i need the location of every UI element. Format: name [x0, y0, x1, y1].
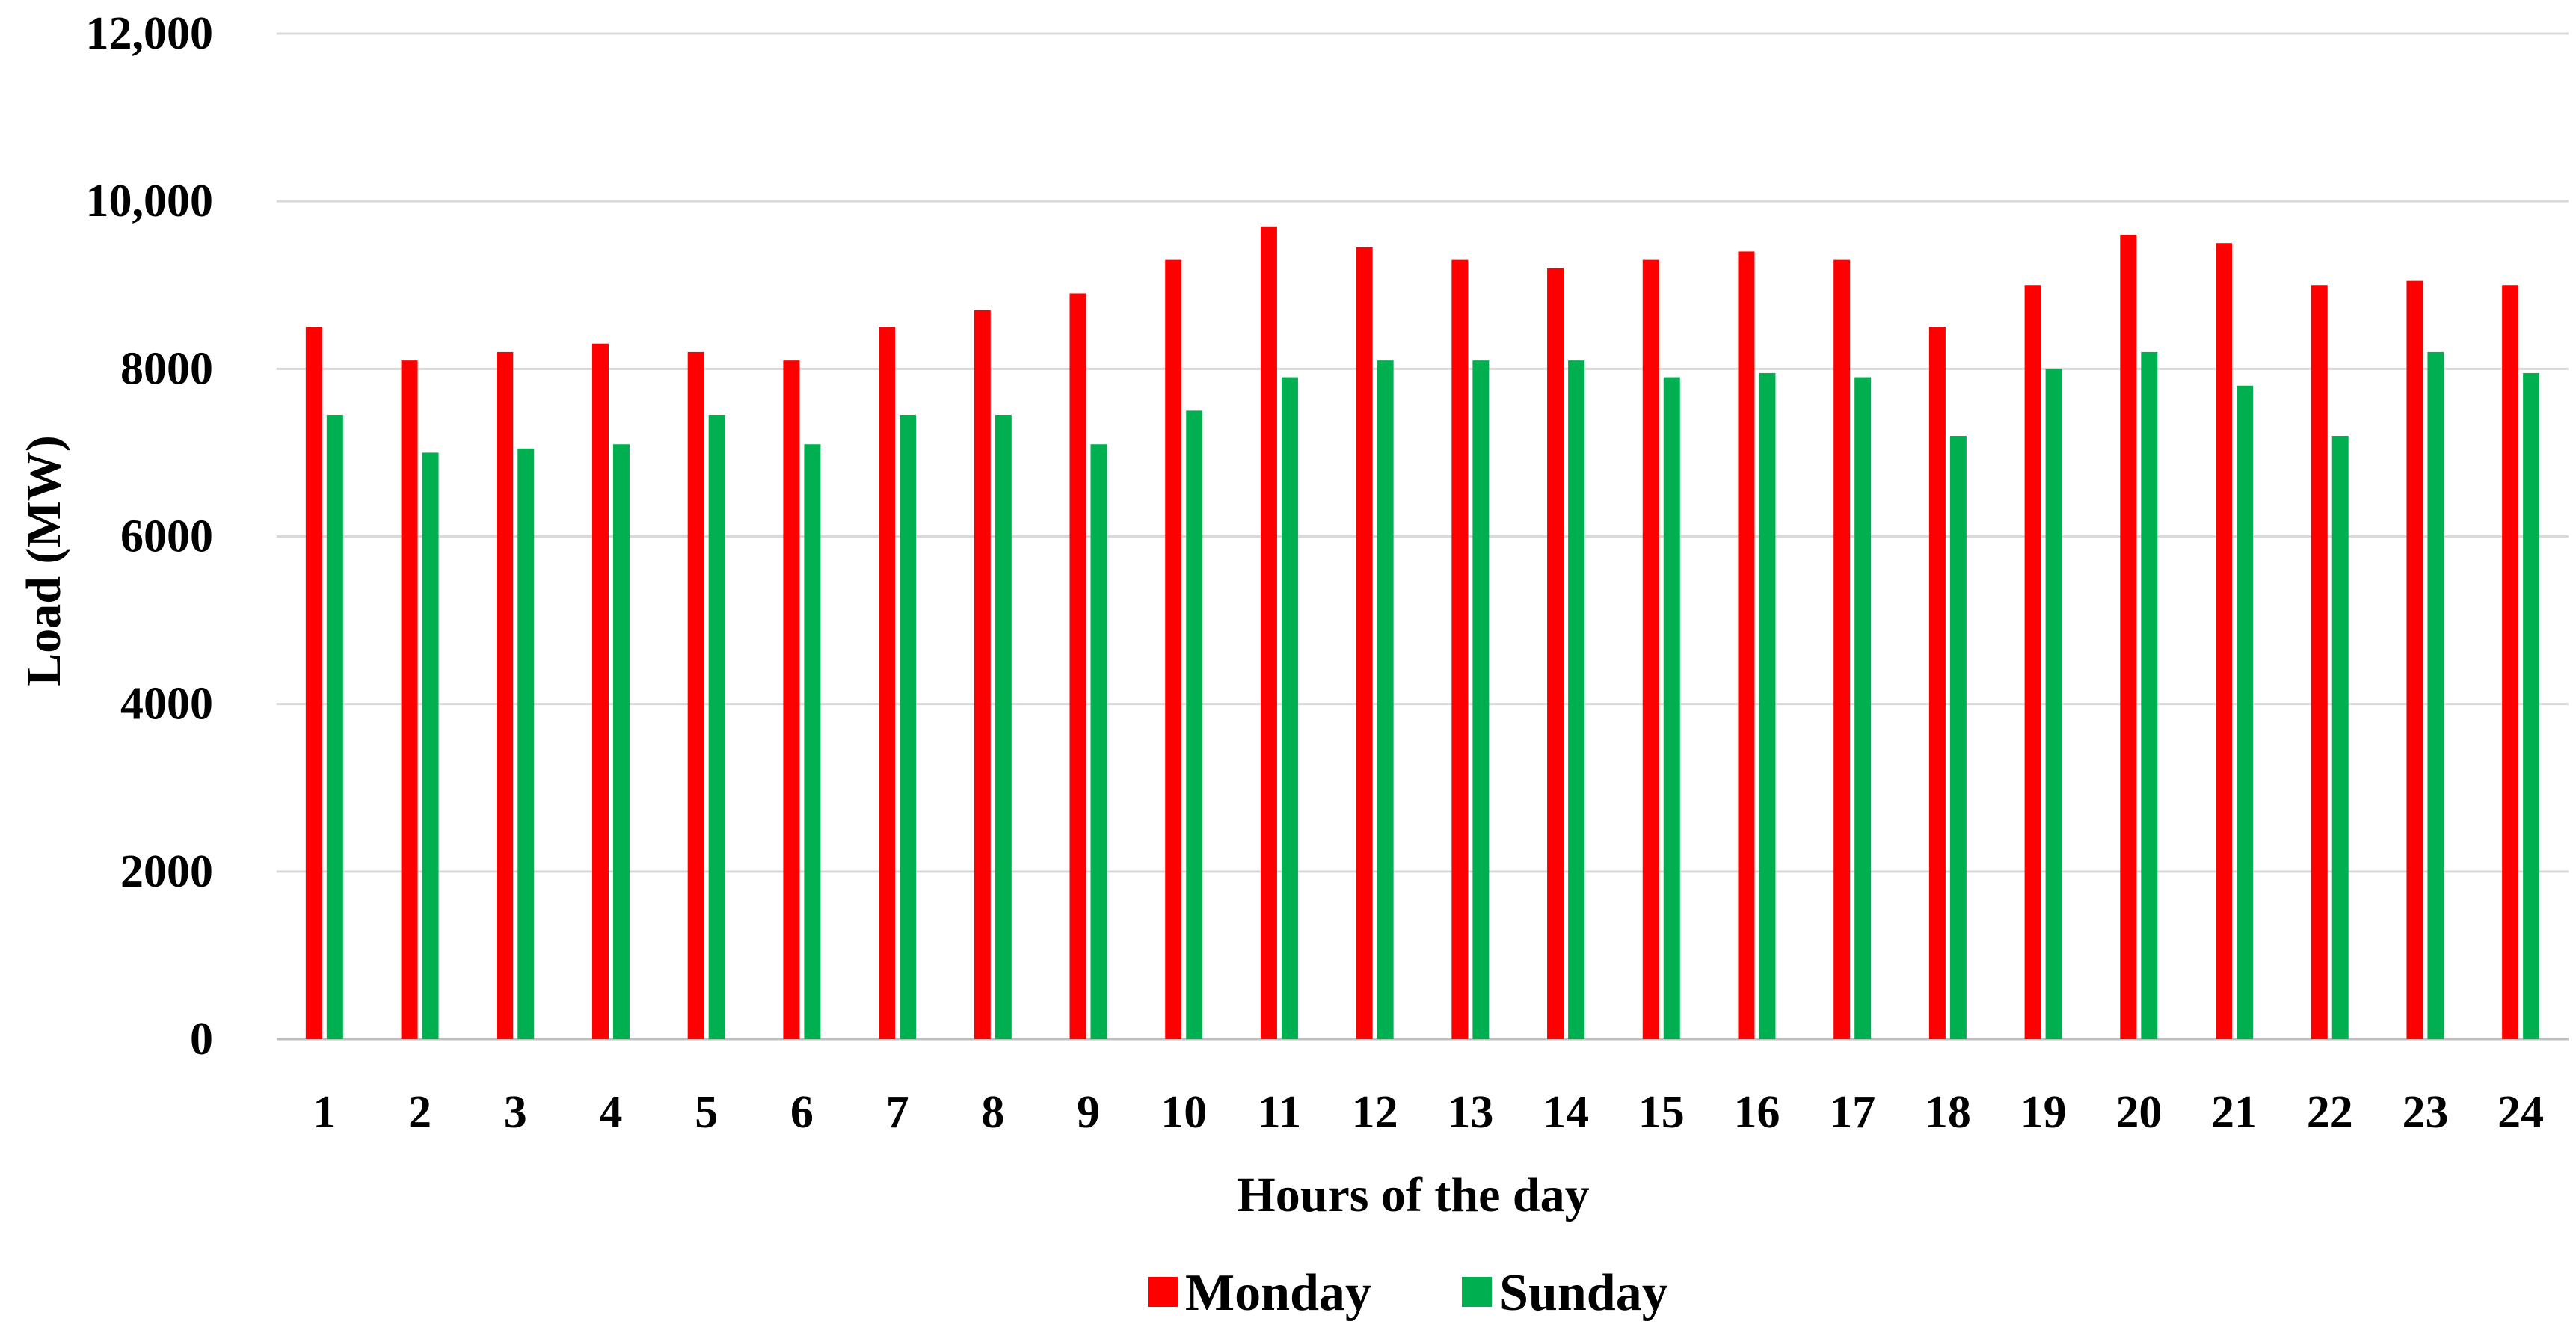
- bar-sunday: [2427, 351, 2444, 1040]
- bar-monday: [497, 351, 514, 1040]
- bar-sunday: [2045, 369, 2062, 1039]
- bar-sunday: [1759, 372, 1776, 1039]
- bar-sunday: [2523, 372, 2540, 1039]
- legend-swatch-sunday: [1462, 1277, 1492, 1307]
- y-axis-ticks: 0 2000 4000 6000 8000 10,000 12,000: [86, 8, 214, 1065]
- x-tick-label: 2: [408, 1087, 431, 1138]
- x-tick-label: 23: [2402, 1087, 2448, 1138]
- legend: Monday Sunday: [1148, 1264, 1668, 1322]
- bar-sunday: [1377, 360, 1394, 1039]
- bar-monday: [1069, 293, 1086, 1039]
- y-tick-label: 2000: [120, 846, 213, 897]
- bar-sunday: [2331, 436, 2349, 1039]
- y-tick-label: 12,000: [86, 8, 214, 59]
- y-tick-label: 0: [190, 1014, 213, 1065]
- bar-monday: [1451, 259, 1469, 1039]
- legend-label-sunday: Sunday: [1499, 1264, 1668, 1322]
- bar-sunday: [517, 448, 535, 1039]
- x-tick-label: 5: [695, 1087, 718, 1138]
- x-tick-label: 20: [2115, 1087, 2162, 1138]
- bar-sunday: [1663, 377, 1680, 1040]
- legend-swatch-monday: [1148, 1277, 1178, 1307]
- bar-sunday: [612, 444, 630, 1039]
- bars: [305, 226, 2540, 1040]
- x-tick-label: 15: [1638, 1087, 1685, 1138]
- x-tick-label: 18: [1925, 1087, 1971, 1138]
- x-tick-label: 12: [1352, 1087, 1398, 1138]
- bar-monday: [305, 327, 322, 1040]
- bar-monday: [1738, 251, 1755, 1040]
- y-tick-label: 6000: [120, 511, 213, 562]
- bar-sunday: [804, 444, 821, 1039]
- x-axis-ticks: 1 2 3 4 5 6 7 8 9 10 11 12 13 14 15 16 17 18 19 20 21 22 23 24: [313, 1087, 2544, 1138]
- x-tick-label: 3: [504, 1087, 527, 1138]
- x-tick-label: 14: [1543, 1087, 1589, 1138]
- bar-monday: [1833, 259, 1851, 1039]
- bar-monday: [401, 360, 418, 1039]
- x-tick-label: 9: [1077, 1087, 1100, 1138]
- x-tick-label: 19: [2020, 1087, 2067, 1138]
- legend-label-monday: Monday: [1185, 1264, 1371, 1322]
- x-tick-label: 24: [2497, 1087, 2544, 1138]
- bar-sunday: [1090, 444, 1107, 1039]
- x-tick-label: 13: [1447, 1087, 1493, 1138]
- x-tick-label: 6: [790, 1087, 814, 1138]
- x-tick-label: 16: [1733, 1087, 1780, 1138]
- bar-monday: [1642, 259, 1659, 1039]
- bar-monday: [2120, 235, 2137, 1039]
- bar-monday: [1260, 226, 1277, 1040]
- bar-sunday: [2141, 351, 2158, 1040]
- x-tick-label: 21: [2211, 1087, 2257, 1138]
- bar-monday: [2406, 280, 2423, 1039]
- bar-sunday: [2237, 385, 2254, 1039]
- bar-monday: [1547, 268, 1564, 1039]
- bar-monday: [2024, 285, 2041, 1039]
- bar-sunday: [708, 414, 725, 1039]
- x-tick-label: 11: [1258, 1087, 1302, 1138]
- bar-sunday: [326, 414, 343, 1039]
- x-tick-label: 17: [1829, 1087, 1875, 1138]
- bar-monday: [2216, 243, 2233, 1039]
- bar-monday: [591, 343, 609, 1039]
- x-tick-label: 4: [599, 1087, 622, 1138]
- y-tick-label: 10,000: [86, 176, 214, 227]
- bar-monday: [974, 310, 991, 1039]
- bar-sunday: [422, 452, 439, 1039]
- bar-sunday: [1568, 360, 1585, 1039]
- bar-monday: [1165, 259, 1182, 1039]
- bar-sunday: [1472, 360, 1490, 1039]
- bar-sunday: [995, 414, 1012, 1039]
- bar-monday: [687, 351, 704, 1040]
- x-tick-label: 22: [2307, 1087, 2353, 1138]
- bar-monday: [1928, 327, 1946, 1040]
- x-tick-label: 8: [981, 1087, 1004, 1138]
- bar-monday: [879, 327, 896, 1040]
- bar-sunday: [1186, 410, 1203, 1039]
- bar-sunday: [1854, 377, 1872, 1040]
- y-tick-label: 4000: [120, 679, 213, 730]
- bar-sunday: [1281, 377, 1298, 1040]
- x-tick-label: 1: [313, 1087, 336, 1138]
- x-tick-label: 10: [1161, 1087, 1207, 1138]
- gridlines: [277, 32, 2569, 1041]
- bar-monday: [783, 360, 800, 1039]
- y-tick-label: 8000: [120, 343, 213, 394]
- bar-sunday: [900, 414, 917, 1039]
- x-axis-title: Hours of the day: [1237, 1168, 1589, 1222]
- bar-monday: [1356, 247, 1373, 1039]
- bar-monday: [2311, 285, 2328, 1039]
- bar-monday: [2502, 285, 2519, 1039]
- bar-sunday: [1949, 436, 1967, 1039]
- y-axis-title: Load (MW): [16, 435, 71, 686]
- x-tick-label: 7: [886, 1087, 909, 1138]
